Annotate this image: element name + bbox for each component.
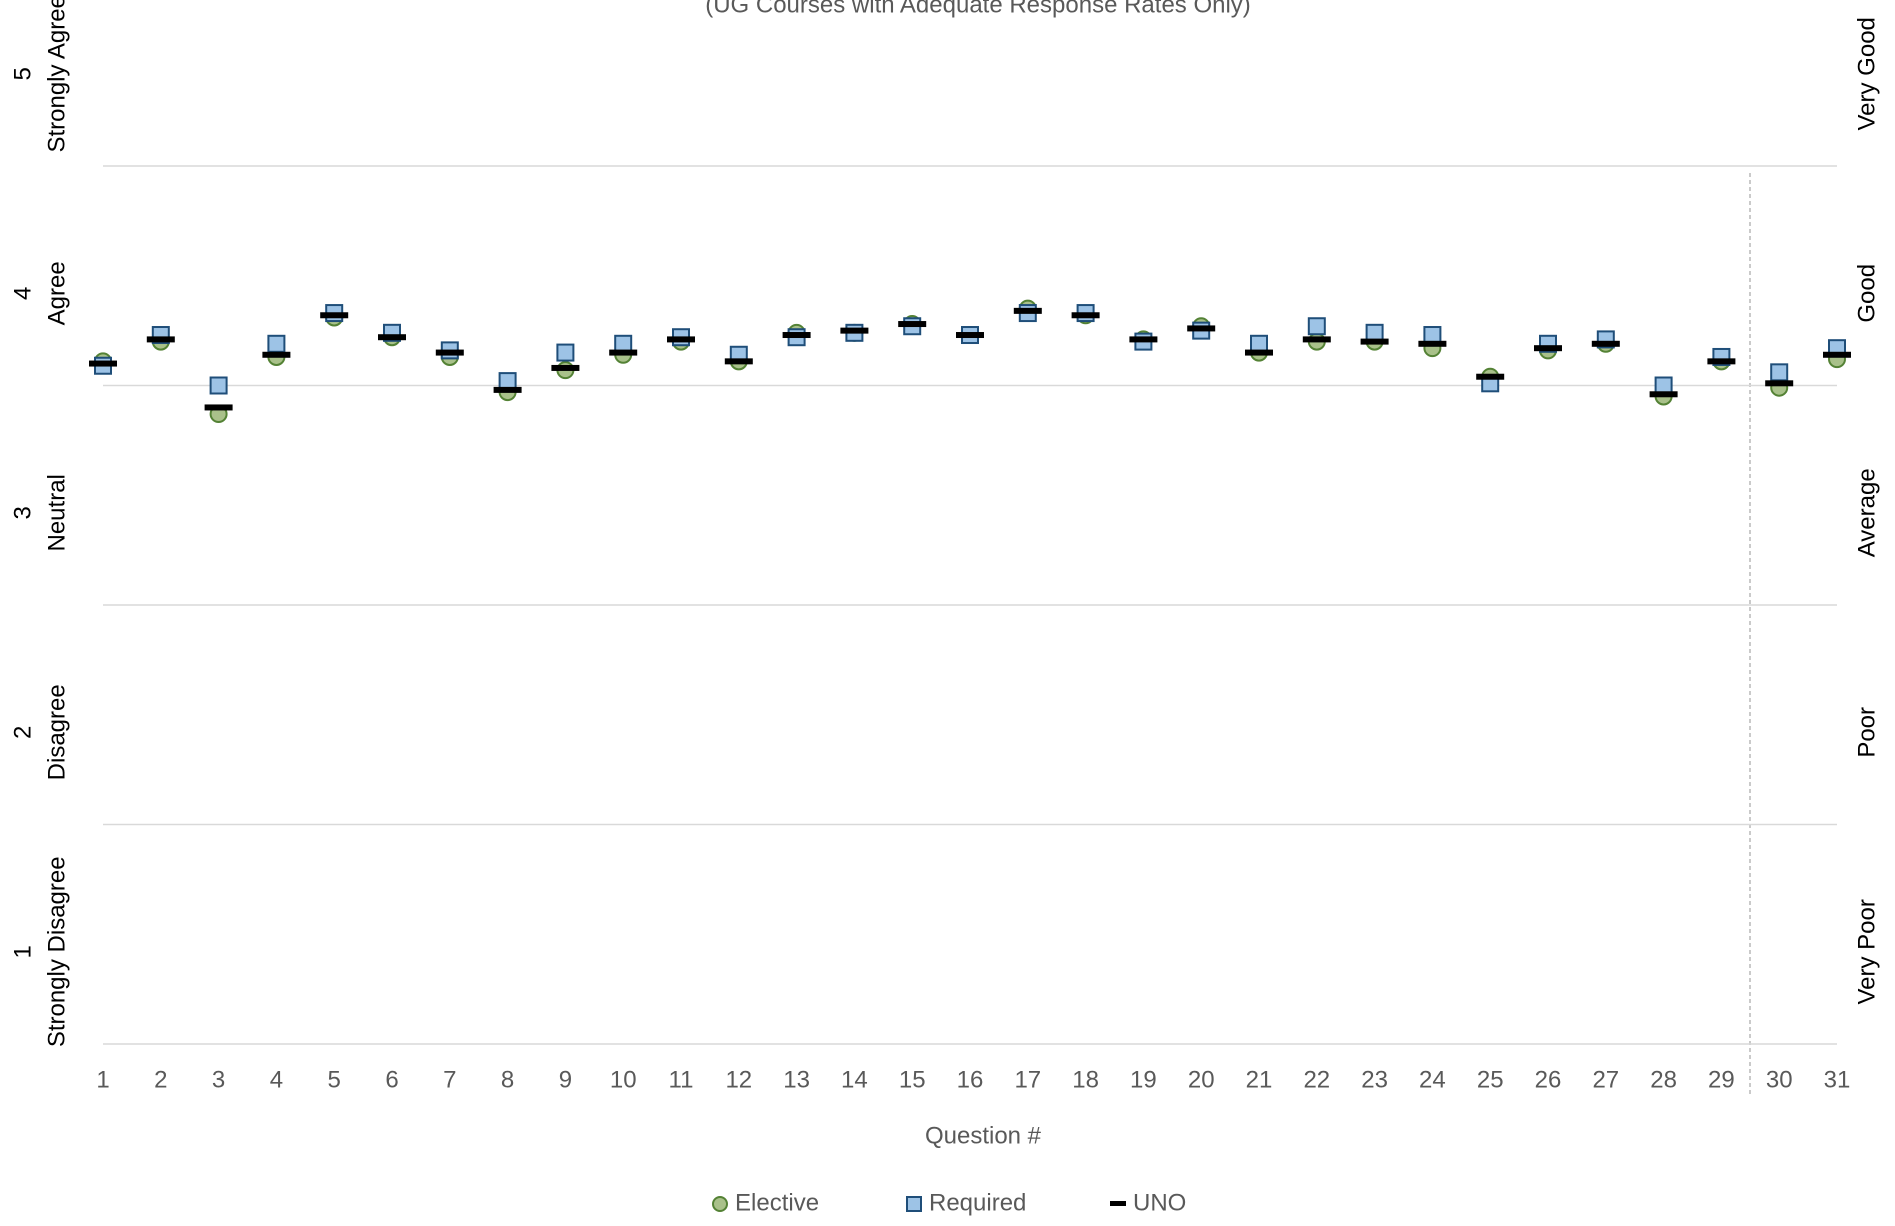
x-tick-label: 9 <box>559 1066 572 1093</box>
x-tick-label: 16 <box>957 1066 984 1093</box>
point <box>1302 336 1331 343</box>
point <box>1823 351 1851 358</box>
y2-description: Very Good <box>1853 17 1880 130</box>
x-tick-label: 12 <box>725 1066 752 1093</box>
point <box>898 321 927 328</box>
x-tick-label: 14 <box>841 1066 868 1093</box>
x-tick-label: 26 <box>1535 1066 1562 1093</box>
point <box>1423 326 1442 345</box>
chart-subtitle: (UG Courses with Adequate Response Rates… <box>705 0 1251 18</box>
point <box>1307 317 1326 336</box>
point <box>493 386 522 393</box>
x-tick-label: 4 <box>270 1066 283 1093</box>
x-tick-label: 24 <box>1419 1066 1446 1093</box>
x-tick-label: 20 <box>1188 1066 1215 1093</box>
point <box>609 349 638 356</box>
x-tick-label: 31 <box>1824 1066 1851 1093</box>
y-tick-label: 3 <box>9 506 36 519</box>
point <box>556 343 575 362</box>
x-tick-label: 21 <box>1246 1066 1273 1093</box>
point <box>782 332 811 339</box>
legend-swatch <box>1110 1201 1126 1206</box>
x-axis-label: Question # <box>925 1122 1042 1149</box>
y-tick-label: 1 <box>9 945 36 958</box>
point <box>209 376 228 395</box>
legend-label: Elective <box>735 1189 819 1216</box>
point <box>551 364 580 371</box>
point <box>956 332 984 339</box>
point <box>1476 373 1505 380</box>
x-tick-label: 22 <box>1303 1066 1330 1093</box>
x-tick-label: 10 <box>610 1066 637 1093</box>
point <box>262 351 291 358</box>
point <box>1765 380 1794 387</box>
point <box>435 349 464 356</box>
legend-label: UNO <box>1133 1189 1186 1216</box>
x-tick-label: 6 <box>385 1066 398 1093</box>
point <box>1591 340 1620 347</box>
y-tick-label: 2 <box>9 726 36 739</box>
point <box>1360 338 1389 345</box>
point <box>1770 363 1789 382</box>
x-tick-label: 15 <box>899 1066 926 1093</box>
point <box>204 404 233 411</box>
x-tick-label: 2 <box>154 1066 167 1093</box>
x-tick-label: 18 <box>1072 1066 1099 1093</box>
y-tick-label: 5 <box>9 67 36 80</box>
point <box>1534 345 1562 352</box>
point <box>840 327 869 334</box>
x-tick-label: 23 <box>1361 1066 1388 1093</box>
point <box>146 336 175 343</box>
point <box>1245 349 1273 356</box>
legend-swatch <box>712 1196 728 1212</box>
x-tick-label: 30 <box>1766 1066 1793 1093</box>
x-tick-label: 11 <box>669 1066 694 1093</box>
y-description: Strongly Agree <box>43 0 70 153</box>
point <box>667 336 695 343</box>
point <box>1250 334 1268 353</box>
point <box>724 358 753 365</box>
point <box>1187 325 1216 332</box>
x-tick-label: 25 <box>1477 1066 1504 1093</box>
point <box>267 334 286 353</box>
x-tick-label: 29 <box>1708 1066 1735 1093</box>
point <box>1365 323 1384 342</box>
y-tick-label: 4 <box>9 287 36 300</box>
x-tick-label: 19 <box>1130 1066 1157 1093</box>
point <box>614 334 633 353</box>
point <box>1129 336 1158 343</box>
point <box>1418 340 1447 347</box>
point <box>378 334 406 341</box>
x-tick-label: 27 <box>1592 1066 1619 1093</box>
y-description: Strongly Disagree <box>43 856 70 1047</box>
x-tick-label: 17 <box>1014 1066 1041 1093</box>
legend-label: Required <box>929 1189 1026 1216</box>
point <box>89 360 117 367</box>
y-description: Neutral <box>43 474 70 551</box>
legend-swatch <box>906 1196 922 1212</box>
point <box>1013 307 1042 314</box>
x-tick-label: 28 <box>1650 1066 1677 1093</box>
y-description: Agree <box>43 261 70 325</box>
y2-description: Good <box>1853 264 1880 323</box>
point <box>498 372 517 391</box>
point <box>1071 312 1100 319</box>
y-description: Disagree <box>43 684 70 780</box>
y2-description: Average <box>1853 468 1880 557</box>
x-tick-label: 8 <box>501 1066 514 1093</box>
y2-description: Poor <box>1853 707 1880 758</box>
point <box>1649 391 1678 398</box>
point <box>1707 358 1736 365</box>
x-tick-label: 3 <box>212 1066 225 1093</box>
y2-description: Very Poor <box>1853 899 1880 1004</box>
point <box>1654 376 1673 395</box>
x-tick-label: 7 <box>443 1066 456 1093</box>
x-tick-label: 13 <box>783 1066 810 1093</box>
x-tick-label: 5 <box>328 1066 341 1093</box>
point <box>320 312 349 319</box>
x-tick-label: 1 <box>96 1066 109 1093</box>
